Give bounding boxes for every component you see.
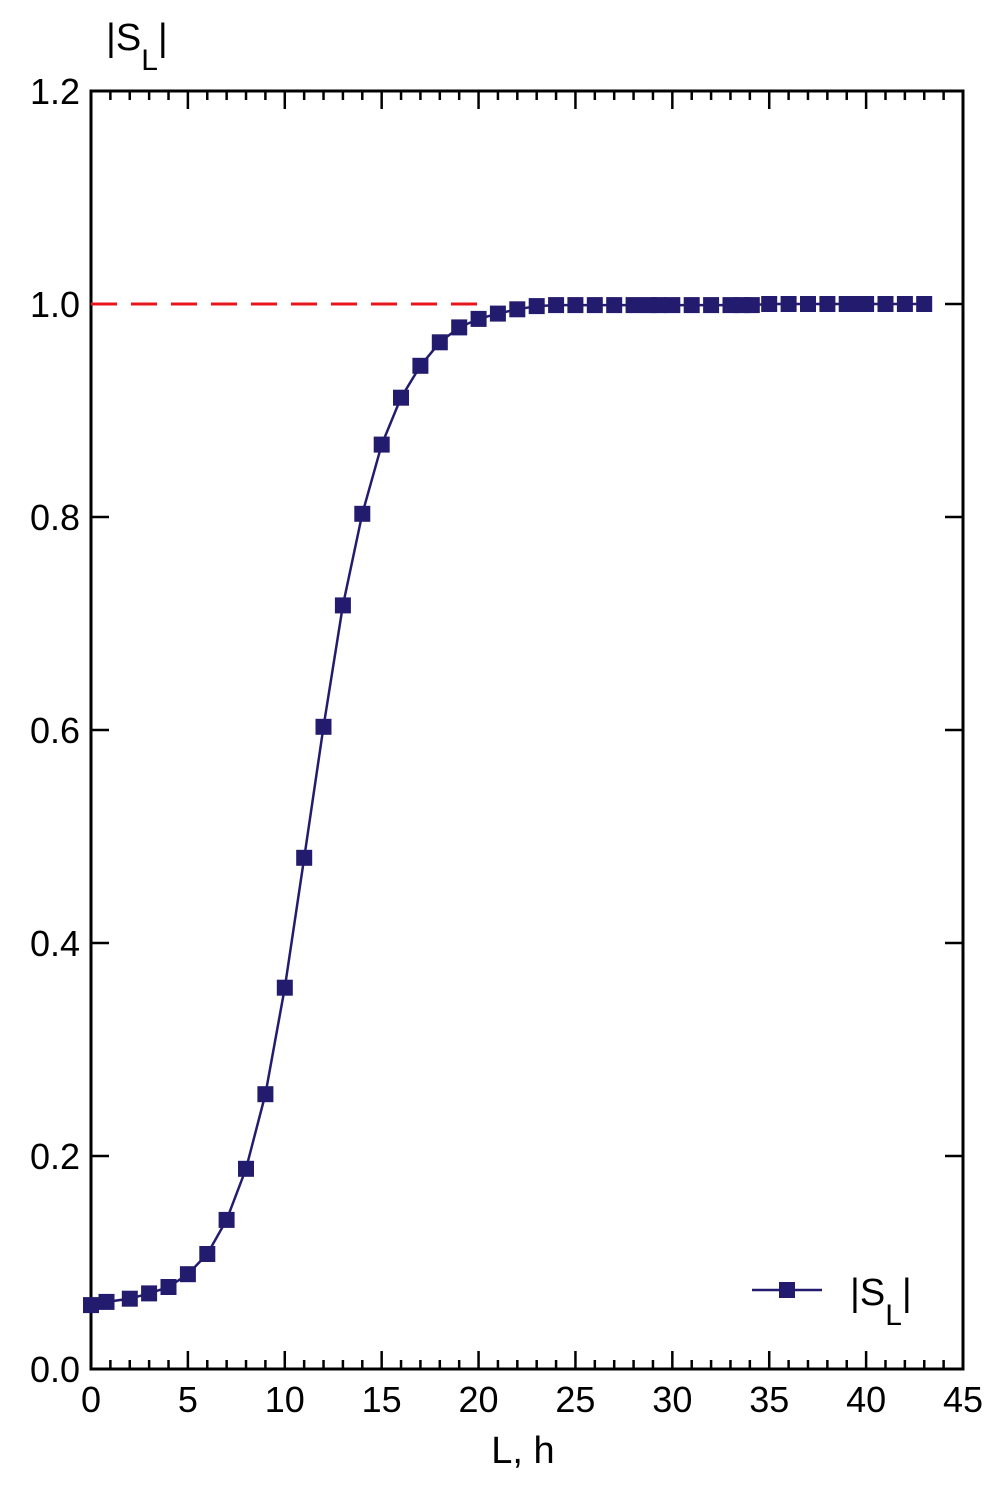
- data-point: [650, 297, 667, 314]
- legend-label-main: |S: [850, 1272, 885, 1314]
- data-point: [858, 296, 875, 312]
- x-tick-label: 45: [943, 1379, 983, 1420]
- y-tick-label: 0.6: [30, 710, 80, 751]
- data-point: [567, 297, 584, 314]
- legend-marker: [779, 1282, 795, 1298]
- data-point: [179, 1266, 196, 1283]
- data-point: [218, 1211, 235, 1228]
- data-point: [800, 296, 816, 312]
- data-point: [509, 301, 526, 318]
- data-point: [743, 297, 760, 314]
- data-point: [896, 296, 913, 312]
- data-point: [625, 297, 642, 314]
- data-point: [470, 310, 487, 327]
- x-tick-label: 25: [555, 1379, 595, 1420]
- data-point: [683, 297, 700, 314]
- data-point: [819, 296, 836, 312]
- legend: |SL|: [752, 1272, 912, 1332]
- data-point: [141, 1285, 158, 1302]
- data-point: [334, 597, 351, 614]
- x-tick-label: 5: [178, 1379, 198, 1420]
- data-point: [121, 1290, 138, 1307]
- data-point: [431, 334, 448, 351]
- data-point: [451, 319, 468, 336]
- data-point: [354, 505, 371, 522]
- y-axis-title-sub: L: [141, 44, 158, 77]
- series-markers: [83, 296, 933, 1314]
- data-point: [664, 297, 681, 314]
- data-point: [586, 297, 603, 314]
- data-point: [528, 298, 545, 315]
- x-tick-label: 10: [265, 1379, 305, 1420]
- x-tick-label: 0: [81, 1379, 101, 1420]
- x-tick-labels: 0 5 10 15 20 25 30 35 40 45: [81, 1379, 983, 1420]
- axis-ticks: [89, 89, 965, 1371]
- data-point: [257, 1086, 274, 1103]
- x-tick-label: 15: [362, 1379, 402, 1420]
- data-point: [83, 1297, 99, 1314]
- data-point: [489, 305, 506, 322]
- data-point: [606, 297, 623, 314]
- legend-label-suffix: |: [902, 1272, 912, 1314]
- data-point: [98, 1293, 115, 1310]
- y-tick-label: 0.2: [30, 1136, 80, 1177]
- data-point: [761, 296, 778, 312]
- data-point: [296, 849, 313, 866]
- legend-label: |SL|: [850, 1272, 912, 1332]
- legend-label-sub: L: [885, 1299, 902, 1332]
- data-point: [373, 436, 390, 453]
- x-axis-title: L, h: [491, 1430, 554, 1472]
- data-point: [703, 297, 720, 314]
- y-axis-title: |SL|: [106, 17, 168, 77]
- data-point: [916, 296, 933, 312]
- x-tick-label: 20: [459, 1379, 499, 1420]
- plot-frame: [89, 89, 965, 1371]
- y-tick-label: 0.0: [30, 1349, 80, 1390]
- series-line: [90, 302, 925, 1307]
- data-point: [780, 296, 797, 312]
- y-tick-labels: 0.0 0.2 0.4 0.6 0.8 1.0 1.2: [30, 71, 80, 1390]
- y-tick-label: 1.2: [30, 71, 80, 112]
- x-tick-label: 35: [749, 1379, 789, 1420]
- y-axis-title-suffix: |: [158, 17, 168, 59]
- y-tick-label: 0.8: [30, 497, 80, 538]
- data-point: [877, 296, 894, 312]
- data-point: [160, 1279, 177, 1295]
- data-point: [412, 357, 429, 374]
- y-axis-title-main: |S: [106, 17, 141, 59]
- y-tick-label: 1.0: [30, 284, 80, 325]
- y-tick-label: 0.4: [30, 923, 80, 964]
- x-tick-label: 30: [652, 1379, 692, 1420]
- x-tick-label: 40: [846, 1379, 886, 1420]
- data-point: [238, 1160, 254, 1177]
- data-point: [199, 1246, 216, 1262]
- data-point: [393, 389, 409, 406]
- data-point: [276, 979, 293, 996]
- data-point: [315, 718, 332, 735]
- data-point: [548, 297, 565, 314]
